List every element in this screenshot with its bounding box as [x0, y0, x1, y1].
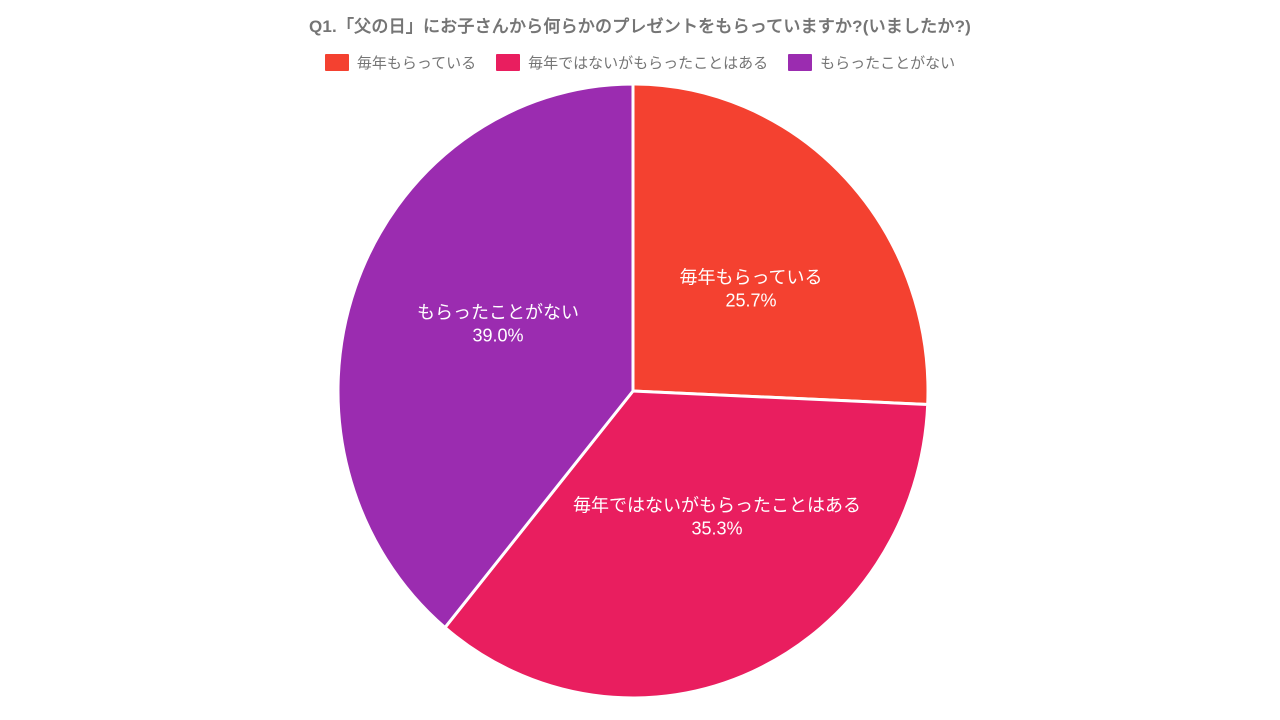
- legend: 毎年もらっている 毎年ではないがもらったことはある もらったことがない: [0, 52, 1280, 73]
- legend-swatch-sometimes: [496, 54, 521, 71]
- legend-swatch-never: [788, 54, 813, 71]
- legend-label-sometimes: 毎年ではないがもらったことはある: [528, 55, 769, 72]
- legend-item-never: もらったことがない: [788, 52, 955, 73]
- legend-label-never: もらったことがない: [820, 55, 956, 72]
- legend-item-sometimes: 毎年ではないがもらったことはある: [496, 52, 768, 73]
- pie-slice-2: [336, 82, 635, 630]
- legend-label-annual: 毎年もらっている: [356, 55, 477, 72]
- legend-item-annual: 毎年もらっている: [324, 52, 477, 73]
- pie-slice-0: [631, 82, 930, 406]
- pie-slice-1: [443, 389, 930, 700]
- chart-title: Q1.「父の日」にお子さんから何らかのプレゼントをもらっていますか?(いましたか…: [308, 17, 972, 36]
- legend-swatch-annual: [324, 54, 349, 71]
